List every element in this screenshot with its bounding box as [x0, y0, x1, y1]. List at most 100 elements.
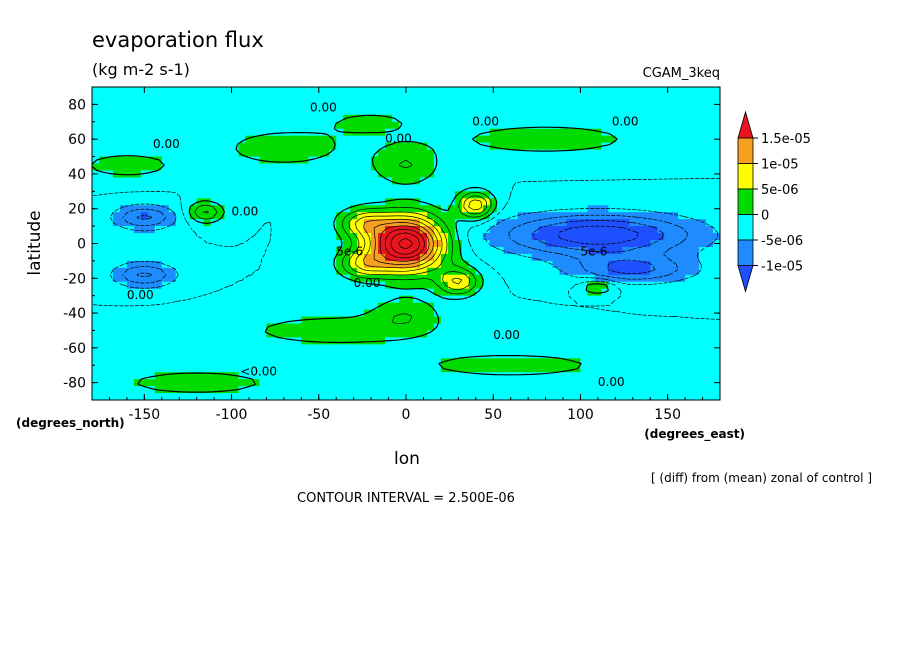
field-cell	[224, 337, 233, 345]
field-cell	[259, 219, 268, 227]
field-cell	[419, 114, 428, 123]
field-cell	[112, 316, 121, 325]
field-cell	[350, 135, 358, 144]
field-cell	[573, 309, 582, 318]
field-cell	[182, 330, 191, 338]
field-cell	[210, 267, 219, 276]
field-cell	[608, 233, 616, 241]
field-cell	[580, 309, 589, 318]
field-cell	[454, 198, 463, 206]
field-cell	[517, 379, 526, 387]
field-cell	[189, 198, 198, 206]
field-cell	[426, 135, 435, 144]
field-cell	[538, 121, 547, 130]
field-cell	[587, 330, 595, 338]
field-cell	[601, 100, 609, 109]
field-cell	[671, 253, 679, 262]
field-cell	[587, 379, 595, 387]
field-cell	[503, 344, 512, 352]
field-cell	[489, 316, 498, 325]
field-cell	[336, 212, 344, 220]
field-cell	[280, 205, 288, 213]
field-cell	[343, 246, 351, 255]
field-cell	[392, 170, 400, 179]
field-cell	[552, 226, 561, 234]
field-cell	[552, 87, 561, 95]
field-cell	[210, 351, 219, 359]
field-cell	[245, 170, 254, 179]
field-cell	[664, 205, 672, 213]
field-cell	[601, 233, 609, 241]
field-cell	[517, 302, 526, 311]
field-cell	[615, 323, 623, 332]
field-cell	[475, 351, 484, 359]
field-cell	[643, 323, 651, 332]
field-cell	[510, 393, 519, 400]
field-cell	[259, 295, 268, 304]
field-cell	[322, 365, 330, 373]
field-cell	[112, 267, 121, 276]
field-cell	[440, 226, 449, 234]
field-cell	[601, 302, 609, 311]
field-cell	[245, 121, 254, 130]
field-cell	[489, 219, 498, 227]
field-cell	[615, 379, 623, 387]
field-cell	[475, 365, 484, 373]
field-cell	[573, 274, 582, 283]
field-cell	[161, 121, 170, 130]
field-cell	[266, 372, 275, 380]
field-cell	[622, 260, 630, 269]
field-cell	[301, 260, 309, 269]
field-cell	[224, 135, 233, 144]
field-cell	[350, 295, 358, 304]
field-cell	[217, 309, 226, 318]
field-cell	[224, 288, 233, 297]
field-cell	[119, 344, 128, 352]
field-cell	[650, 240, 658, 248]
field-cell	[357, 344, 365, 352]
field-cell	[371, 240, 379, 248]
field-cell	[503, 309, 512, 318]
field-cell	[454, 393, 463, 400]
field-cell	[664, 170, 672, 179]
field-cell	[308, 114, 316, 123]
field-cell	[119, 302, 128, 311]
field-cell	[392, 233, 400, 241]
field-cell	[280, 372, 288, 380]
field-cell	[210, 337, 219, 345]
field-cell	[629, 212, 637, 220]
field-cell	[580, 233, 589, 241]
field-cell	[196, 191, 205, 199]
field-cell	[259, 107, 268, 116]
field-cell	[440, 337, 449, 345]
field-cell	[580, 386, 589, 394]
field-cell	[259, 233, 268, 241]
field-cell	[664, 351, 672, 359]
field-cell	[538, 344, 547, 352]
field-cell	[433, 163, 442, 172]
field-cell	[259, 386, 268, 394]
field-cell	[706, 372, 714, 380]
field-cell	[175, 170, 184, 179]
field-cell	[601, 253, 609, 262]
field-cell	[475, 330, 484, 338]
x-tick-label: 100	[567, 407, 594, 423]
field-cell	[664, 267, 672, 276]
field-cell	[699, 240, 707, 248]
field-cell	[622, 323, 630, 332]
field-cell	[399, 386, 407, 394]
field-cell	[517, 246, 526, 255]
field-cell	[671, 135, 679, 144]
field-cell	[161, 246, 170, 255]
field-cell	[580, 100, 589, 109]
field-cell	[392, 337, 400, 345]
field-cell	[615, 177, 623, 185]
field-cell	[531, 386, 540, 394]
field-cell	[210, 114, 219, 123]
field-cell	[629, 302, 637, 311]
field-cell	[496, 163, 505, 172]
field-cell	[252, 142, 261, 151]
field-cell	[224, 219, 233, 227]
field-cell	[140, 177, 149, 185]
field-cell	[147, 135, 156, 144]
